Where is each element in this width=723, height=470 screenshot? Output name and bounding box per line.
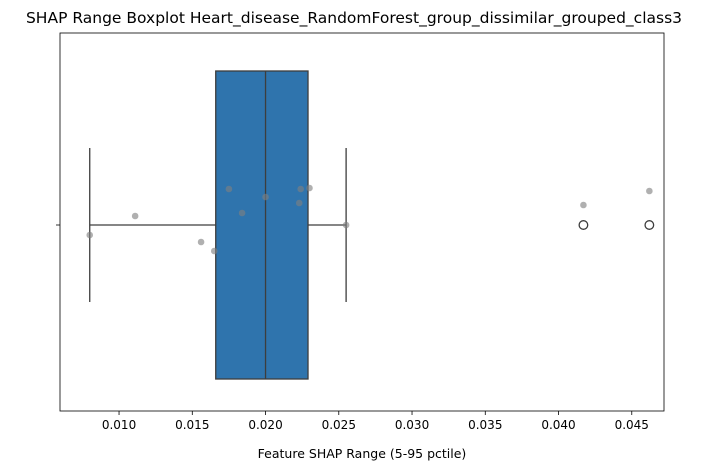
x-tick-label: 0.040 [541,418,575,432]
data-point [580,201,587,209]
outlier-marker [578,220,589,230]
chart-title: SHAP Range Boxplot Heart_disease_RandomF… [26,9,682,28]
data-point [197,238,205,246]
data-point [262,193,269,201]
x-tick-label: 0.045 [615,418,649,432]
x-tick-label: 0.035 [468,418,502,432]
data-point [306,184,313,192]
plot-frame [59,32,665,412]
data-point [86,231,94,239]
x-tick-label: 0.010 [102,418,136,432]
data-point [295,199,303,207]
x-tick-label: 0.030 [395,418,429,432]
data-point [297,185,304,193]
data-point [131,212,139,220]
x-axis: 0.010 0.015 0.020 0.025 0.030 0.035 0.040 0.045 [102,411,649,432]
x-tick-label: 0.015 [175,418,209,432]
data-point [238,209,246,217]
outlier-marker [644,220,655,230]
box-iqr [215,70,309,380]
plot-area [86,70,655,380]
data-point [342,221,350,229]
x-axis-label: Feature SHAP Range (5-95 pctile) [258,446,467,461]
data-point [646,187,653,195]
x-tick-label: 0.025 [322,418,356,432]
x-tick-label: 0.020 [248,418,282,432]
data-point [225,185,233,193]
data-point [210,247,218,255]
